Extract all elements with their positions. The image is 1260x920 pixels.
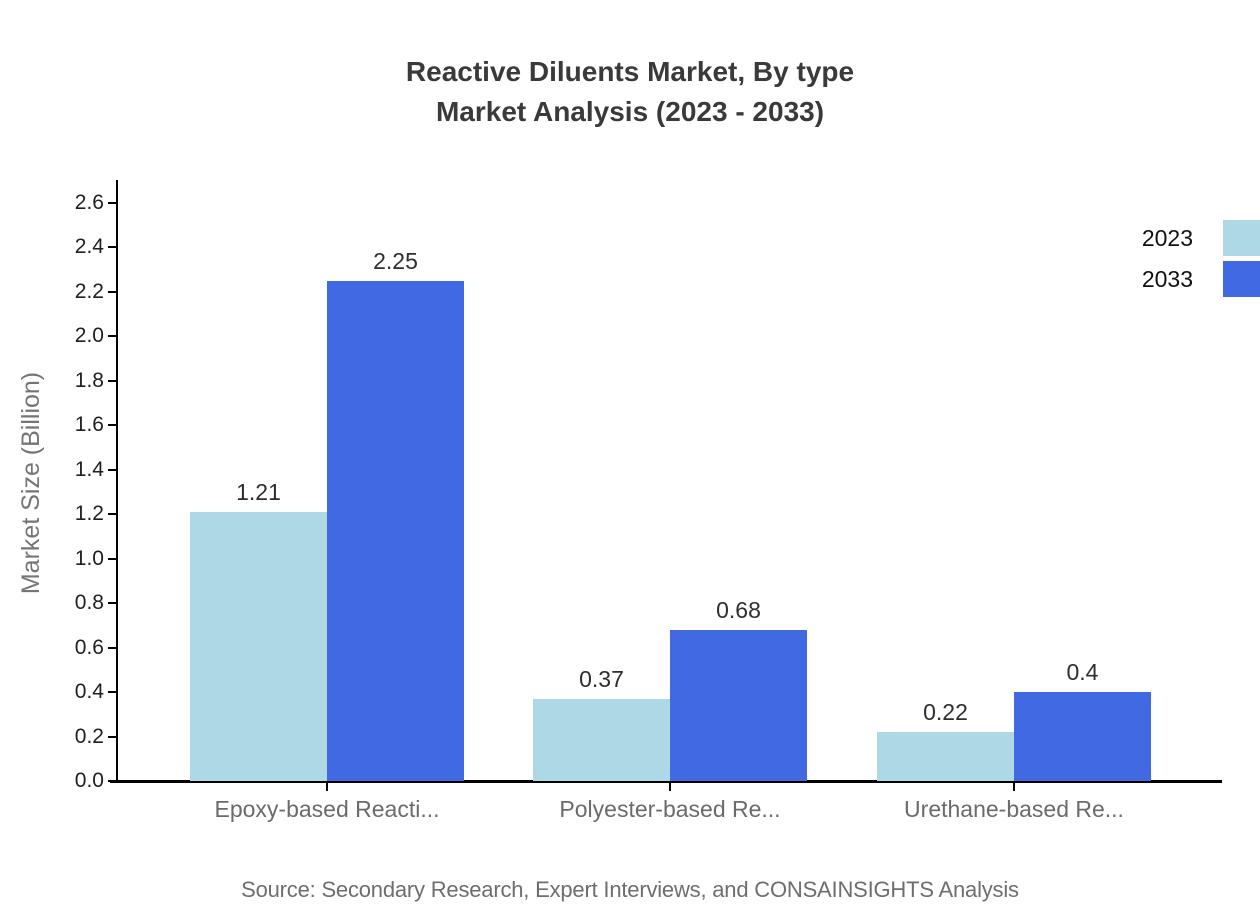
- y-tick-mark: [108, 557, 116, 560]
- legend-label-2023: 2023: [1141, 225, 1193, 251]
- bar-2023-1: [190, 512, 327, 781]
- y-tick-label: 2.4: [74, 235, 104, 259]
- y-tick-mark: [108, 246, 116, 249]
- x-category-label: Polyester-based Re...: [559, 796, 781, 822]
- y-tick-label: 1.0: [74, 546, 104, 570]
- y-tick-label: 0.6: [74, 635, 104, 659]
- y-tick-mark: [108, 335, 116, 338]
- y-tick-mark: [108, 691, 116, 694]
- y-tick-mark: [108, 735, 116, 738]
- bar-2033-1: [327, 281, 464, 781]
- legend-label-2033: 2033: [1141, 266, 1193, 292]
- y-tick-mark: [108, 290, 116, 293]
- legend-swatch-2033: [1223, 261, 1260, 297]
- x-category-label: Urethane-based Re...: [904, 796, 1124, 822]
- bar-value-label: 0.4: [1066, 659, 1099, 685]
- bar-value-label: 2.25: [373, 248, 418, 274]
- bar-2033-3: [1014, 692, 1151, 781]
- y-tick-label: 2.2: [74, 279, 104, 303]
- source-caption: Source: Secondary Research, Expert Inter…: [241, 877, 1019, 902]
- y-tick-mark: [108, 468, 116, 471]
- x-category-label: Epoxy-based Reacti...: [214, 796, 440, 822]
- bar-2033-2: [670, 630, 807, 781]
- y-tick-mark: [108, 602, 116, 605]
- y-tick-label: 1.8: [74, 368, 104, 392]
- y-tick-label: 0.0: [74, 769, 104, 792]
- legend-swatch-2023: [1223, 220, 1260, 256]
- y-tick-label: 0.8: [74, 591, 104, 615]
- bar-value-label: 0.37: [579, 666, 624, 692]
- y-tick-label: 1.4: [74, 457, 104, 481]
- chart-title-line2: Market Analysis (2023 - 2033): [435, 96, 825, 127]
- chart-title: Reactive Diluents Market, By type Market…: [0, 52, 1260, 132]
- x-tick-mark: [1013, 782, 1015, 791]
- x-tick-mark: [669, 782, 671, 791]
- y-tick-mark: [108, 780, 116, 782]
- y-tick-label: 1.2: [74, 502, 104, 526]
- y-tick-label: 2.0: [74, 324, 104, 348]
- x-axis-line: [110, 780, 1222, 783]
- y-tick-mark: [108, 379, 116, 382]
- chart-title-line1: Reactive Diluents Market, By type: [405, 56, 855, 87]
- bar-value-label: 0.68: [716, 597, 761, 623]
- y-tick-label: 2.6: [74, 191, 104, 214]
- bar-2023-2: [533, 699, 670, 781]
- y-tick-label: 1.6: [74, 413, 104, 437]
- y-tick-mark: [108, 646, 116, 649]
- y-tick-mark: [108, 513, 116, 516]
- y-tick-label: 0.2: [74, 724, 104, 748]
- bar-value-label: 0.22: [923, 699, 968, 725]
- y-tick-mark: [108, 202, 116, 204]
- y-tick-label: 0.4: [74, 680, 104, 704]
- bar-2023-3: [877, 732, 1014, 781]
- bar-value-label: 1.21: [236, 479, 281, 505]
- y-tick-mark: [108, 424, 116, 427]
- x-tick-mark: [326, 782, 328, 791]
- y-axis-line: [116, 180, 118, 783]
